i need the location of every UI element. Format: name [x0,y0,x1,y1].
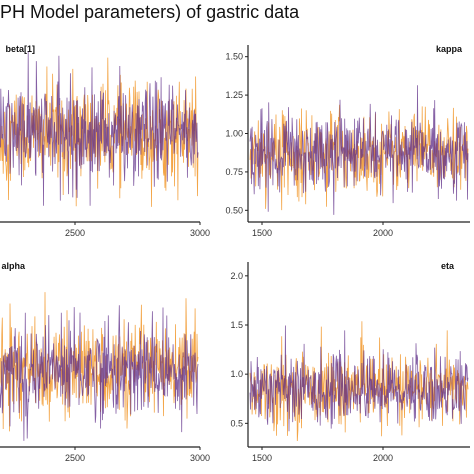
y-tick-label: 0.5 [230,418,243,428]
figure-title: PH Model parameters) of gastric data [0,2,300,22]
x-tick-label: 2500 [65,228,85,238]
trace-series-eta-1 [249,325,469,432]
y-tick-label: 2.0 [230,271,243,281]
x-tick-label: 1500 [252,453,272,463]
x-tick-label: 1500 [252,228,272,238]
y-tick-label: 0.50 [225,205,243,215]
y-tick-label: 1.50 [225,52,243,62]
trace-series-kappa-0 [249,104,469,211]
y-tick-label: 1.0 [230,369,243,379]
panel-title-kappa: kappa [436,44,463,54]
trace-series-alpha-0 [0,292,199,432]
trace-series-kappa-1 [249,85,469,215]
y-tick-label: 1.00 [225,129,243,139]
x-tick-label: 2500 [65,453,85,463]
x-tick-label: 3000 [190,453,210,463]
trace-series-alpha-1 [0,305,199,441]
y-tick-label: 0.75 [225,167,243,177]
panel-title-beta1: beta[1] [5,44,35,54]
y-tick-label: 1.25 [225,90,243,100]
x-tick-label: 2000 [373,453,393,463]
x-tick-label: 2000 [373,228,393,238]
x-tick-label: 3000 [190,228,210,238]
panel-title-alpha: alpha [1,261,26,271]
trace-series-beta1-1 [0,51,199,206]
panel-title-eta: eta [441,261,455,271]
y-tick-label: 1.5 [230,320,243,330]
